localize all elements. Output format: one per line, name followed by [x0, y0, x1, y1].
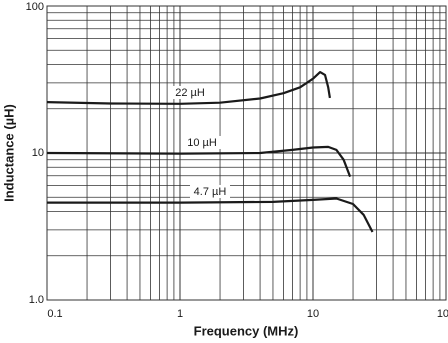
x-tick-label: 1: [177, 308, 183, 320]
label-bg: [190, 185, 230, 198]
y-tick-label: 1.0: [29, 294, 44, 306]
curve: [46, 145, 352, 178]
x-axis-title: Frequency (MHz): [194, 323, 299, 338]
y-tick-label: 100: [26, 1, 44, 13]
y-axis-title: Inductance (µH): [1, 104, 16, 202]
label-bg: [182, 136, 222, 149]
x-tick-label: 10: [307, 308, 319, 320]
label-bg: [170, 86, 210, 99]
x-tick-label: 0.1: [47, 308, 62, 320]
x-tick-label: 100: [437, 308, 448, 320]
y-tick-label: 10: [32, 147, 44, 159]
curve: [46, 71, 331, 105]
series-label: 4.7 µH: [194, 186, 227, 198]
series-label: 22 µH: [175, 87, 205, 99]
series-label: 10 µH: [187, 137, 217, 149]
curve: [47, 197, 374, 233]
